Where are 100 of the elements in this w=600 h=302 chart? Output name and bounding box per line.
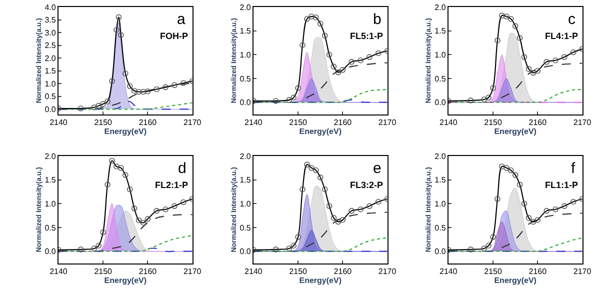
point [562, 203, 568, 209]
point [116, 14, 122, 20]
x-axis-title: Energy(eV) [299, 126, 342, 136]
y-tick-label: 2.0 [434, 152, 446, 161]
x-tick-label: 2170 [378, 266, 397, 276]
point [366, 54, 372, 60]
x-axis-title: Energy(eV) [494, 276, 537, 285]
point [131, 206, 138, 212]
annotation: FL1:1-P [545, 180, 578, 190]
point [308, 14, 314, 20]
point [326, 52, 332, 58]
y-tick-label: 0.0 [434, 98, 446, 108]
point [335, 69, 342, 76]
point [490, 234, 496, 240]
y-tick-label: 0.0 [434, 247, 446, 256]
x-tick-label: 2170 [573, 118, 592, 127]
y-tick-label: 1.0 [240, 50, 252, 60]
point [508, 16, 514, 22]
point [468, 98, 474, 104]
point [521, 54, 528, 60]
point [96, 242, 102, 249]
point [317, 174, 324, 180]
point [300, 186, 306, 192]
point [512, 23, 518, 29]
point [308, 165, 314, 171]
point [481, 246, 488, 252]
point [304, 16, 310, 22]
y-tick-label: 0.0 [44, 104, 56, 114]
point [544, 58, 550, 65]
point [144, 88, 151, 94]
point [534, 216, 541, 223]
annotation: FL3:2-P [350, 180, 384, 190]
x-tick-label: 2140 [50, 118, 68, 127]
y-tick-label: 2.0 [434, 2, 446, 12]
point [126, 186, 133, 192]
point [516, 182, 523, 188]
point [91, 246, 98, 252]
point [162, 84, 168, 90]
x-tick-label: 2140 [244, 118, 263, 127]
point [122, 172, 128, 178]
point [330, 215, 337, 221]
point [375, 50, 382, 56]
y-tick-label: 2.0 [44, 54, 56, 63]
x-axis-title: Energy(eV) [494, 126, 537, 136]
point [131, 88, 138, 94]
point [499, 164, 505, 170]
y-tick-label: 1.5 [240, 176, 252, 185]
y-tick-label: 0.0 [44, 247, 56, 256]
point [78, 246, 84, 252]
x-tick-label: 2160 [138, 118, 158, 127]
point [358, 57, 364, 64]
point [348, 208, 354, 214]
point [570, 49, 576, 56]
y-tick-label: 0.5 [240, 74, 252, 84]
annotation: FL2:1-P [155, 180, 188, 190]
point [526, 215, 532, 221]
point [468, 246, 474, 252]
annotation: FL5:1-P [350, 31, 384, 41]
point [330, 64, 337, 70]
point [144, 216, 151, 222]
x-tick-label: 2160 [138, 266, 158, 276]
point [530, 218, 536, 225]
point [104, 98, 110, 104]
point [114, 27, 120, 33]
x-tick-label: 2150 [289, 266, 308, 276]
x-axis-title: Energy(eV) [299, 276, 342, 285]
point [499, 12, 505, 18]
point [552, 206, 558, 212]
y-tick-label: 1.5 [434, 26, 446, 36]
x-tick-label: 2150 [484, 266, 502, 276]
point [109, 78, 115, 84]
y-tick-label: 3.0 [44, 28, 56, 38]
point [494, 37, 500, 44]
point [272, 98, 279, 104]
y-tick-label: 0.0 [240, 247, 252, 256]
point [504, 165, 510, 171]
point [272, 246, 279, 252]
y-tick-label: 1.0 [44, 199, 56, 208]
x-tick-label: 2140 [440, 266, 458, 276]
point [516, 35, 523, 41]
point [78, 105, 84, 112]
point [486, 94, 492, 100]
point [172, 82, 178, 88]
point [335, 218, 342, 225]
annotation: f [571, 160, 576, 177]
point [552, 57, 558, 64]
point [326, 203, 332, 209]
point [140, 88, 146, 95]
y-tick-label: 0.5 [434, 74, 446, 84]
x-tick-label: 2150 [484, 118, 502, 127]
x-tick-label: 2160 [528, 118, 548, 127]
point [286, 246, 292, 252]
point [526, 66, 532, 72]
point [295, 85, 301, 91]
y-tick-label: 1.5 [240, 26, 252, 36]
point [140, 220, 146, 226]
point [512, 172, 518, 178]
point [322, 186, 328, 192]
x-axis-title: Energy(eV) [104, 276, 147, 285]
point [162, 206, 168, 212]
